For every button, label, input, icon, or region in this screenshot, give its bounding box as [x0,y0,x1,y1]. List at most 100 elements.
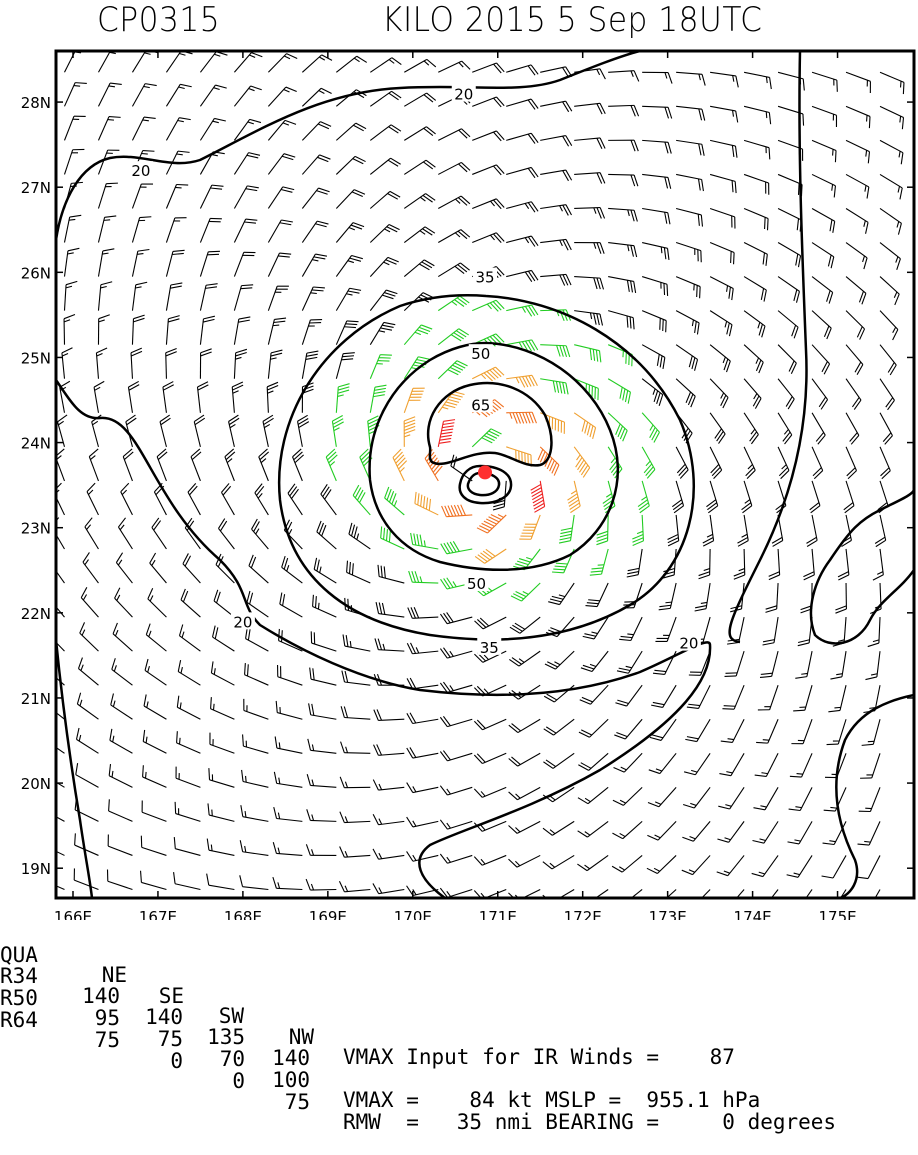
wind-barb [744,106,771,124]
wind-barb [200,218,221,242]
wind-barb [64,149,84,174]
wind-barb [268,154,295,175]
contour-label: 20 [131,162,150,180]
wind-barb [347,561,371,583]
wind-barb [472,63,504,73]
wind-barb [543,889,574,902]
wind-barb [763,617,779,645]
wind-barb [477,514,506,532]
wind-barb [880,413,892,445]
rmw-bearing-line: RMW = 35 nmi BEARING = 0 degrees [343,1112,836,1133]
wind-barb [144,695,166,720]
wind-barb [438,263,469,277]
wind-barb [209,768,235,787]
wind-barb [110,729,133,753]
wind-barb [519,515,540,539]
wind-barb [374,709,404,720]
wind-barb [440,820,472,829]
wind-barb [98,282,112,311]
wind-barb [404,388,424,413]
wind-barb [160,415,170,447]
wind-barb [229,415,240,447]
wind-barb [574,173,605,184]
wind-barb [438,420,455,447]
wind-barb [647,821,676,840]
wind-barb [438,162,470,174]
wind-barb [313,595,337,617]
wind-barb [42,797,65,821]
wind-barb [208,803,234,821]
wind-barb [92,415,102,447]
wind-barb [827,719,846,744]
wind-barb [111,694,133,720]
x-tick-label: 174E [734,908,772,920]
wind-barb [752,855,778,876]
x-tick-label: 171E [479,908,517,920]
wind-barb [798,617,812,646]
wind-barb [374,744,405,755]
wind-barb [407,817,439,827]
wind-barb [846,72,870,93]
wind-barb [509,821,541,833]
contour-label: 65 [471,396,490,414]
wind-barb [166,348,177,378]
wind-barb [590,549,608,575]
wind-barb [268,54,297,73]
wind-barb [409,571,439,583]
wind-barb [574,345,601,363]
wind-barb [166,283,182,311]
wind-barb [608,174,638,186]
wind-barb [682,855,710,874]
wind-barb [302,351,318,379]
wind-barb [642,447,655,479]
wind-barb [370,158,400,174]
wind-barb [336,223,364,243]
wind-barb [790,753,812,777]
wind-barb [744,379,761,409]
wind-barb [274,807,303,821]
x-tick-label: 170E [394,908,432,920]
wind-barb [440,786,472,795]
wind-barb [163,382,174,413]
wind-barb [353,485,370,515]
wind-barb [544,719,574,735]
wind-barb [651,685,676,707]
contour-20-east [730,51,807,642]
wind-barb [268,187,294,209]
wind-barb [207,839,234,856]
wind-barb [574,277,603,290]
r50-nw: 100 [250,1070,310,1091]
wind-barb [506,305,538,316]
wind-barb [440,888,472,897]
wind-barb [288,484,302,515]
wind-barb [474,821,506,831]
wind-barb [273,842,302,855]
wind-barb [710,208,735,228]
x-tick-label: 167E [139,908,177,920]
wind-barb [791,719,812,743]
wind-barb [511,583,540,601]
wind-barb [719,753,744,775]
wind-barb [80,622,99,651]
wind-barb [404,93,435,106]
wind-barb [108,834,132,855]
contour-label: 20 [233,613,252,631]
wind-barb [83,552,99,583]
wind-barb [302,155,330,175]
wind-barb [642,379,663,406]
wind-barb [717,855,744,875]
wind-barb [676,345,697,371]
wind-barb [404,127,435,141]
wind-barb [778,277,799,303]
wind-barb [75,833,99,855]
wind-barb [132,217,151,243]
wind-barb [472,131,504,141]
wind-barb [752,821,778,843]
wind-barb [121,483,133,515]
wind-barb [812,174,835,197]
wind-barb [373,780,404,791]
wind-barb [744,174,769,194]
wind-barb [789,787,812,810]
wind-barb [880,72,904,94]
wind-barb [373,849,404,859]
